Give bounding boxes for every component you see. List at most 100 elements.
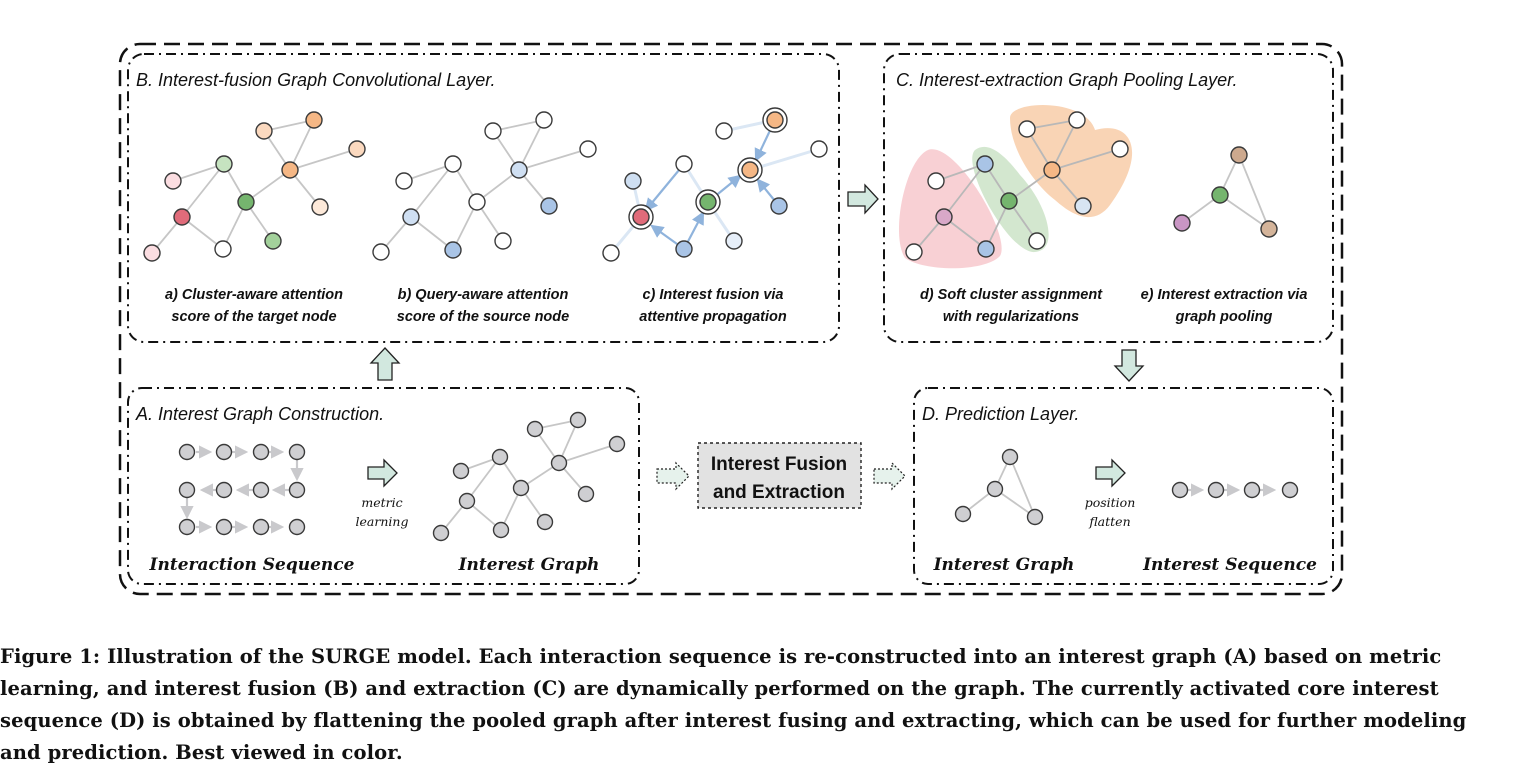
node	[1260, 220, 1278, 238]
node	[954, 505, 972, 523]
node	[395, 172, 413, 190]
node	[986, 480, 1004, 498]
graph-b-query-aware	[380, 119, 589, 253]
node	[178, 518, 196, 536]
metric-learning-label-1: metric	[361, 495, 402, 510]
flow-arrow-box-to-d	[873, 461, 906, 491]
node	[215, 518, 233, 536]
node	[255, 122, 273, 140]
flow-arrow-c-to-d	[1113, 349, 1145, 382]
subcaption-b-line1: b) Query-aware attention	[398, 287, 569, 303]
node	[484, 122, 502, 140]
node	[173, 208, 191, 226]
node	[608, 435, 626, 453]
node	[536, 513, 554, 531]
node	[976, 155, 994, 173]
node	[348, 140, 366, 158]
node	[237, 193, 255, 211]
interest-graph-d	[954, 448, 1044, 526]
node	[494, 232, 512, 250]
figure-caption: Figure 1: Illustration of the SURGE mode…	[0, 645, 1467, 764]
node	[288, 443, 306, 461]
node	[512, 479, 530, 497]
panel-d-frame	[913, 387, 1334, 585]
node	[1230, 146, 1248, 164]
node	[977, 240, 995, 258]
graph-c-attentive-propagation	[609, 118, 820, 254]
node	[214, 240, 232, 258]
node	[1018, 120, 1036, 138]
node	[252, 443, 270, 461]
node	[741, 161, 759, 179]
node	[252, 518, 270, 536]
position-flatten-label-2: flatten	[1088, 514, 1130, 529]
node	[1068, 111, 1086, 129]
node	[164, 172, 182, 190]
flow-arrow-a-to-b	[369, 347, 401, 381]
node	[1111, 140, 1129, 158]
node	[215, 443, 233, 461]
node	[264, 232, 282, 250]
panel-b-title: B. Interest-fusion Graph Convolutional L…	[136, 70, 496, 90]
node	[624, 172, 642, 190]
node	[699, 193, 717, 211]
node	[444, 241, 462, 259]
node	[540, 197, 558, 215]
node	[810, 140, 828, 158]
position-flatten-arrow	[1095, 458, 1126, 488]
interaction-sequence-label: Interaction Sequence	[149, 555, 355, 575]
flow-arrow-b-to-c	[847, 183, 879, 215]
node	[491, 448, 509, 466]
graph-d-soft-cluster	[898, 105, 1133, 269]
node	[281, 161, 299, 179]
subcaption-e-line2: graph pooling	[1175, 309, 1273, 325]
subcaption-d-line2: with regularizations	[943, 309, 1079, 325]
subcaption-a-line1: a) Cluster-aware attention	[165, 287, 343, 303]
interest-sequence-d	[1171, 481, 1299, 499]
interest-graph-label-d: Interest Graph	[933, 555, 1075, 575]
node	[452, 462, 470, 480]
node	[458, 492, 476, 510]
outer-frame	[118, 42, 1344, 596]
surge-model-diagram: B. Interest-fusion Graph Convolutional L…	[118, 42, 1344, 596]
node	[1074, 197, 1092, 215]
node	[602, 244, 620, 262]
node	[143, 244, 161, 262]
node	[579, 140, 597, 158]
node	[215, 155, 233, 173]
node	[215, 481, 233, 499]
interaction-sequence-grid	[178, 443, 306, 536]
node	[675, 155, 693, 173]
panel-a-frame	[127, 387, 640, 585]
node	[535, 111, 553, 129]
metric-learning-label-2: learning	[356, 514, 409, 529]
subcaption-a-line2: score of the target node	[171, 309, 336, 325]
interest-fusion-extraction-box	[697, 442, 862, 509]
node	[632, 208, 650, 226]
central-box-line2: and Extraction	[713, 482, 845, 503]
node	[526, 420, 544, 438]
node	[1028, 232, 1046, 250]
graph-e-pooling	[1173, 146, 1278, 238]
node	[1243, 481, 1261, 499]
node	[288, 481, 306, 499]
central-box-line1: Interest Fusion	[711, 454, 847, 475]
node	[432, 524, 450, 542]
graph-a-cluster-aware	[151, 119, 358, 254]
panel-b-frame	[127, 53, 840, 343]
node	[468, 193, 486, 211]
node	[311, 198, 329, 216]
panel-a-title: A. Interest Graph Construction.	[135, 404, 384, 424]
node	[510, 161, 528, 179]
node	[569, 411, 587, 429]
interest-graph-a	[432, 411, 626, 542]
node	[178, 481, 196, 499]
node	[715, 122, 733, 140]
node	[725, 232, 743, 250]
subcaption-c-line1: c) Interest fusion via	[642, 287, 783, 303]
node	[1207, 481, 1225, 499]
node	[1173, 214, 1191, 232]
node	[178, 443, 196, 461]
interest-sequence-label: Interest Sequence	[1142, 555, 1317, 575]
node	[766, 111, 784, 129]
